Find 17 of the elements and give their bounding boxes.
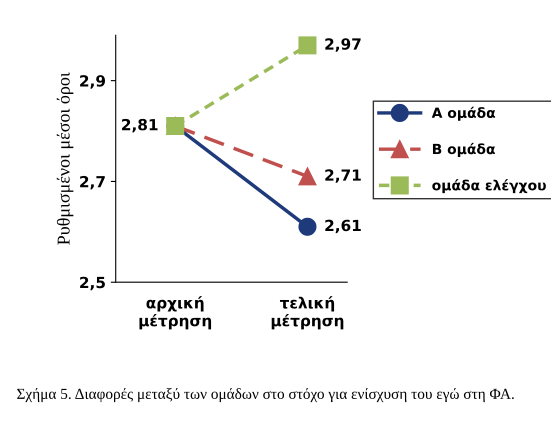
data-label: 2,61 bbox=[325, 220, 361, 234]
text: Σχήμα 5. Διαφορές μεταξύ των ομάδων στο στόχο για ενίσχυση του εγώ στη ΦΑ. bbox=[17, 388, 514, 402]
y-axis-title: Ρυθμισμένοι μέσοι όροι bbox=[56, 72, 74, 245]
y-tick-label: 2,7 bbox=[80, 176, 105, 190]
point bbox=[298, 167, 316, 186]
y-tick-label: 2,5 bbox=[80, 276, 105, 290]
point bbox=[298, 36, 316, 54]
point bbox=[298, 218, 316, 236]
data-label: 2,71 bbox=[325, 169, 361, 183]
data-label: 2,81 bbox=[122, 118, 158, 132]
x-tick-label: αρχική μέτρηση bbox=[139, 296, 212, 330]
legend-label: Β ομάδα bbox=[432, 142, 495, 157]
x-tick-label: τελική μέτρηση bbox=[272, 296, 344, 330]
legend-label: ομάδα ελέγχου bbox=[432, 179, 546, 194]
data-label: 2,97 bbox=[325, 38, 361, 52]
legend-label: Α ομάδα bbox=[432, 106, 496, 121]
y-tick-label: 2,9 bbox=[80, 75, 106, 89]
